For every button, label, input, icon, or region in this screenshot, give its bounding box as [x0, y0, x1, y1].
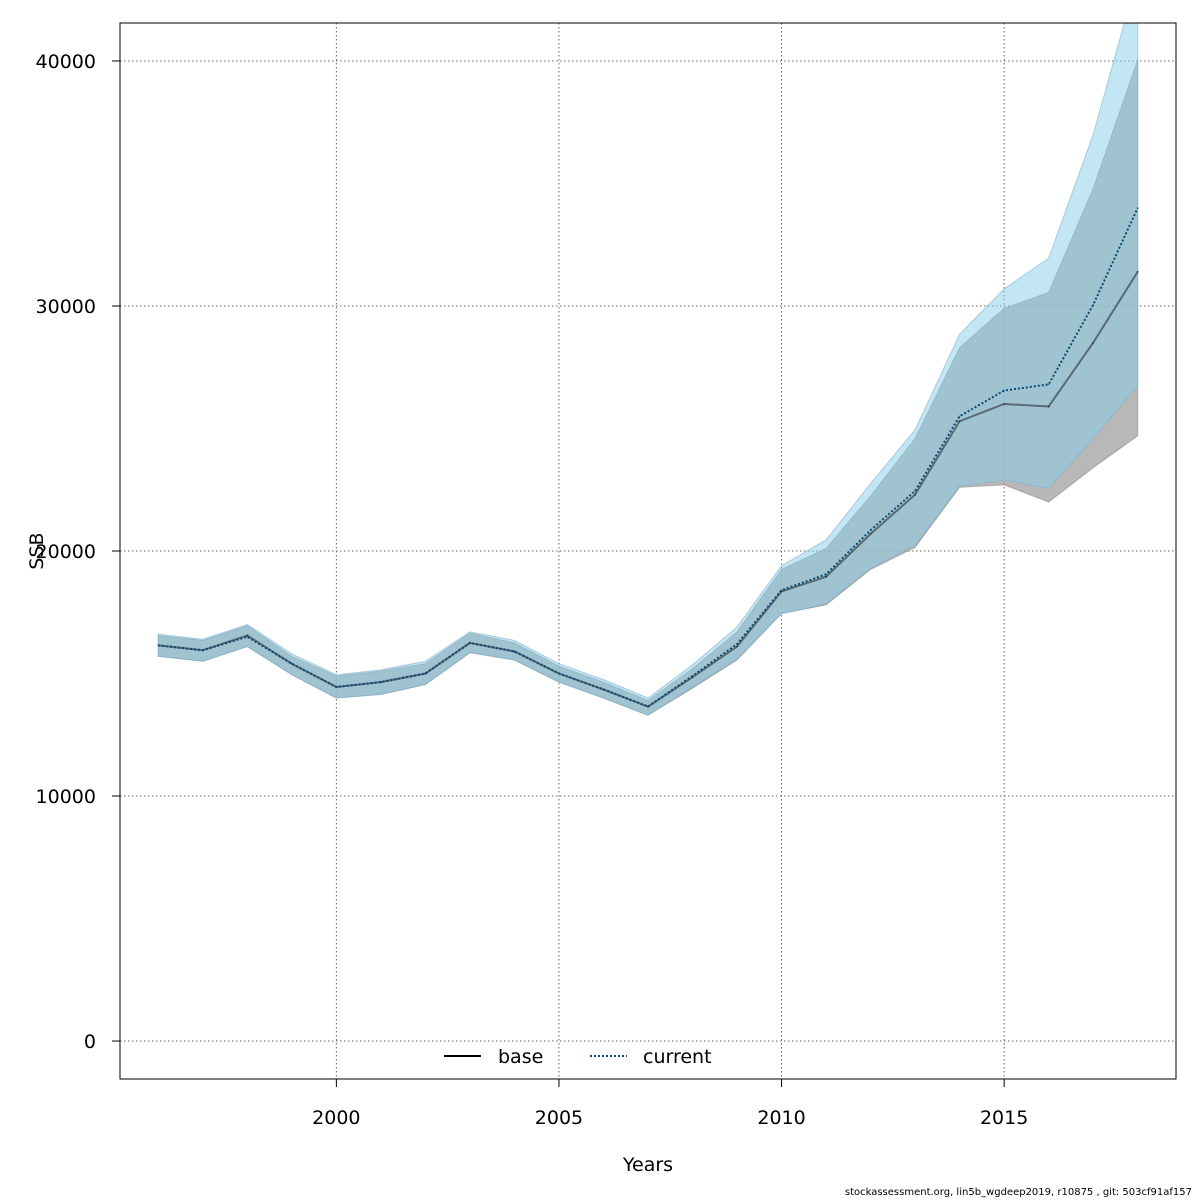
point-current-2009 — [736, 643, 738, 645]
y-tick-label-10000: 10000 — [36, 786, 96, 808]
point-current-2002 — [424, 672, 427, 675]
point-current-1998 — [246, 635, 249, 638]
point-base-2009 — [736, 645, 738, 648]
point-current-2014 — [958, 415, 961, 418]
y-tick-label-30000: 30000 — [36, 296, 96, 318]
point-current-2015 — [1003, 389, 1005, 392]
confidence-bands — [157, 23, 1139, 716]
point-current-2010 — [780, 589, 783, 591]
y-axis: 0 10000 20000 30000 40000 — [36, 51, 121, 1053]
line-current — [158, 207, 1139, 708]
point-current-1996 — [157, 644, 160, 647]
x-tick-label-2000: 2000 — [312, 1107, 360, 1129]
point-base-2013 — [914, 493, 916, 496]
grid — [120, 23, 1176, 1079]
point-current-2005 — [558, 672, 560, 675]
band-current — [157, 23, 1139, 716]
point-base-2017 — [1092, 341, 1094, 344]
point-current-1997 — [202, 649, 204, 652]
point-current-2006 — [602, 688, 605, 691]
point-base-1998 — [246, 634, 249, 637]
legend-label-current: current — [643, 1046, 712, 1068]
point-current-2003 — [469, 642, 471, 644]
y-tick-label-20000: 20000 — [36, 541, 96, 563]
point-current-2018 — [1136, 207, 1139, 209]
point-base-2018 — [1136, 270, 1139, 273]
point-current-2016 — [1047, 383, 1050, 386]
y-tick-label-40000: 40000 — [36, 51, 96, 73]
point-current-2011 — [825, 573, 827, 576]
point-current-2012 — [869, 529, 872, 531]
point-base-2014 — [958, 420, 961, 422]
point-current-2001 — [380, 681, 382, 683]
y-axis-title: SSB — [26, 532, 48, 569]
point-current-2007 — [647, 705, 649, 708]
point-current-2013 — [914, 490, 916, 492]
legend: base current — [444, 1046, 712, 1068]
x-tick-label-2015: 2015 — [980, 1107, 1028, 1129]
point-base-2015 — [1003, 403, 1005, 405]
point-current-2004 — [513, 650, 516, 653]
point-base-2011 — [825, 575, 827, 578]
series-lines — [157, 207, 1139, 708]
x-tick-label-2005: 2005 — [535, 1107, 583, 1129]
point-current-2017 — [1092, 303, 1094, 306]
footer-note: stockassessment.org, lin5b_wgdeep2019, r… — [844, 1187, 1192, 1198]
y-tick-label-0: 0 — [84, 1031, 96, 1053]
legend-label-base: base — [498, 1046, 543, 1068]
point-current-2008 — [691, 675, 694, 677]
x-axis-title: Years — [622, 1154, 673, 1176]
x-axis: 2000 2005 2010 2015 — [312, 1078, 1028, 1129]
point-current-2000 — [335, 686, 338, 688]
x-tick-label-2010: 2010 — [757, 1107, 805, 1129]
point-current-1999 — [291, 662, 293, 665]
point-base-2012 — [869, 533, 872, 535]
point-base-2016 — [1047, 405, 1050, 408]
